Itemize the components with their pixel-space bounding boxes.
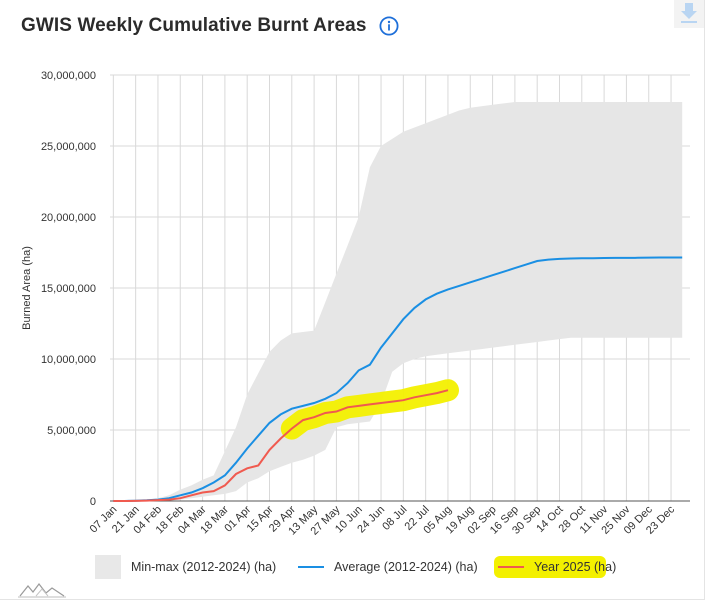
legend-item-average[interactable]: Average (2012-2024) (ha) [298, 552, 478, 582]
gwis-logo-icon [18, 583, 66, 598]
y-tick-label: 15,000,000 [41, 283, 96, 295]
x-tick-label: 08 Jul [380, 504, 409, 533]
legend-swatch-year [498, 566, 524, 568]
y-tick-label: 30,000,000 [41, 70, 96, 82]
average-line [113, 256, 683, 502]
page-title: GWIS Weekly Cumulative Burnt Areas [21, 15, 367, 36]
year-line [113, 389, 449, 502]
y-axis-title: Burned Area (ha) [21, 246, 33, 330]
y-tick-label: 10,000,000 [41, 354, 96, 366]
chart-legend: Min-max (2012-2024) (ha) Average (2012-2… [0, 552, 705, 582]
y-tick-label: 0 [90, 496, 96, 508]
y-tick-label: 5,000,000 [47, 425, 96, 437]
legend-swatch-average [298, 566, 324, 568]
y-tick-label: 20,000,000 [41, 212, 96, 224]
minmax-band [113, 102, 683, 501]
legend-swatch-minmax [95, 555, 121, 579]
legend-item-minmax[interactable]: Min-max (2012-2024) (ha) [95, 552, 276, 582]
legend-highlight [494, 556, 606, 578]
legend-label-year: Year 2025 (ha) [534, 560, 617, 574]
chart-plot: 0 5,000,000 10,000,000 15,000,000 20,000,000… [21, 70, 690, 538]
download-arrow-icon[interactable] [674, 0, 704, 28]
y-tick-label: 25,000,000 [41, 141, 96, 153]
legend-label-average: Average (2012-2024) (ha) [334, 560, 478, 574]
legend-item-year[interactable]: Year 2025 (ha) [494, 552, 617, 582]
legend-label-minmax: Min-max (2012-2024) (ha) [131, 560, 277, 574]
info-circle-icon[interactable] [379, 16, 399, 36]
